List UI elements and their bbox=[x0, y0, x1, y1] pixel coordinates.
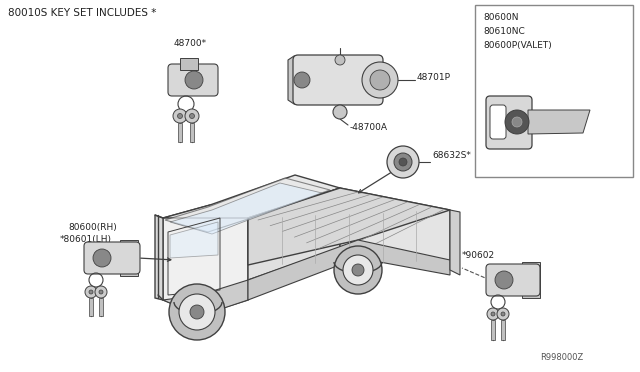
Text: 68632S*: 68632S* bbox=[432, 151, 471, 160]
Circle shape bbox=[93, 249, 111, 267]
FancyBboxPatch shape bbox=[84, 242, 140, 274]
Text: 80600(RH): 80600(RH) bbox=[68, 223, 116, 232]
Circle shape bbox=[352, 264, 364, 276]
Bar bbox=[522, 262, 540, 298]
Circle shape bbox=[362, 62, 398, 98]
Circle shape bbox=[487, 308, 499, 320]
Polygon shape bbox=[170, 222, 218, 258]
Circle shape bbox=[399, 158, 407, 166]
Circle shape bbox=[173, 109, 187, 123]
Polygon shape bbox=[248, 188, 340, 280]
Text: R998000Z: R998000Z bbox=[540, 353, 583, 362]
Bar bbox=[120, 240, 138, 276]
Circle shape bbox=[505, 110, 529, 134]
Circle shape bbox=[335, 55, 345, 65]
Text: 80610NC: 80610NC bbox=[483, 27, 525, 36]
Text: *80601(LH): *80601(LH) bbox=[60, 235, 112, 244]
Polygon shape bbox=[248, 240, 450, 300]
Circle shape bbox=[497, 308, 509, 320]
Polygon shape bbox=[501, 320, 505, 340]
Text: 48701P: 48701P bbox=[417, 73, 451, 81]
Bar bbox=[180, 58, 198, 70]
Circle shape bbox=[185, 71, 203, 89]
Circle shape bbox=[89, 290, 93, 294]
Text: 80600P(VALET): 80600P(VALET) bbox=[483, 41, 552, 50]
Polygon shape bbox=[178, 123, 182, 142]
Circle shape bbox=[169, 284, 225, 340]
Polygon shape bbox=[340, 188, 450, 270]
Polygon shape bbox=[99, 298, 103, 316]
Text: 48700*: 48700* bbox=[174, 39, 207, 48]
Text: *90602: *90602 bbox=[462, 251, 495, 260]
Polygon shape bbox=[528, 110, 590, 134]
Text: -48700A: -48700A bbox=[350, 123, 388, 132]
Circle shape bbox=[370, 70, 390, 90]
Circle shape bbox=[387, 146, 419, 178]
Polygon shape bbox=[190, 123, 194, 142]
Circle shape bbox=[85, 286, 97, 298]
Circle shape bbox=[491, 312, 495, 316]
Circle shape bbox=[343, 255, 373, 285]
Circle shape bbox=[294, 72, 310, 88]
Circle shape bbox=[334, 246, 382, 294]
Polygon shape bbox=[89, 298, 93, 316]
Polygon shape bbox=[163, 175, 340, 218]
Polygon shape bbox=[491, 320, 495, 340]
Polygon shape bbox=[170, 183, 322, 234]
Polygon shape bbox=[248, 188, 450, 265]
FancyBboxPatch shape bbox=[293, 55, 383, 105]
Polygon shape bbox=[163, 280, 248, 316]
FancyBboxPatch shape bbox=[486, 96, 532, 149]
Bar bbox=[475, 5, 633, 177]
Circle shape bbox=[512, 117, 522, 127]
Text: 80010S KEY SET INCLUDES *: 80010S KEY SET INCLUDES * bbox=[8, 8, 156, 18]
FancyBboxPatch shape bbox=[486, 264, 540, 296]
Circle shape bbox=[495, 271, 513, 289]
FancyBboxPatch shape bbox=[490, 105, 506, 139]
Circle shape bbox=[333, 105, 347, 119]
Text: 80600N: 80600N bbox=[483, 13, 518, 22]
Circle shape bbox=[190, 305, 204, 319]
Circle shape bbox=[95, 286, 107, 298]
Circle shape bbox=[179, 294, 215, 330]
Circle shape bbox=[189, 113, 195, 119]
Circle shape bbox=[177, 113, 182, 119]
Polygon shape bbox=[163, 205, 248, 315]
Circle shape bbox=[99, 290, 103, 294]
Polygon shape bbox=[450, 210, 460, 275]
Circle shape bbox=[394, 153, 412, 171]
Polygon shape bbox=[165, 178, 330, 232]
Circle shape bbox=[501, 312, 505, 316]
Polygon shape bbox=[155, 215, 163, 300]
Circle shape bbox=[185, 109, 199, 123]
FancyBboxPatch shape bbox=[168, 64, 218, 96]
Polygon shape bbox=[288, 56, 298, 104]
